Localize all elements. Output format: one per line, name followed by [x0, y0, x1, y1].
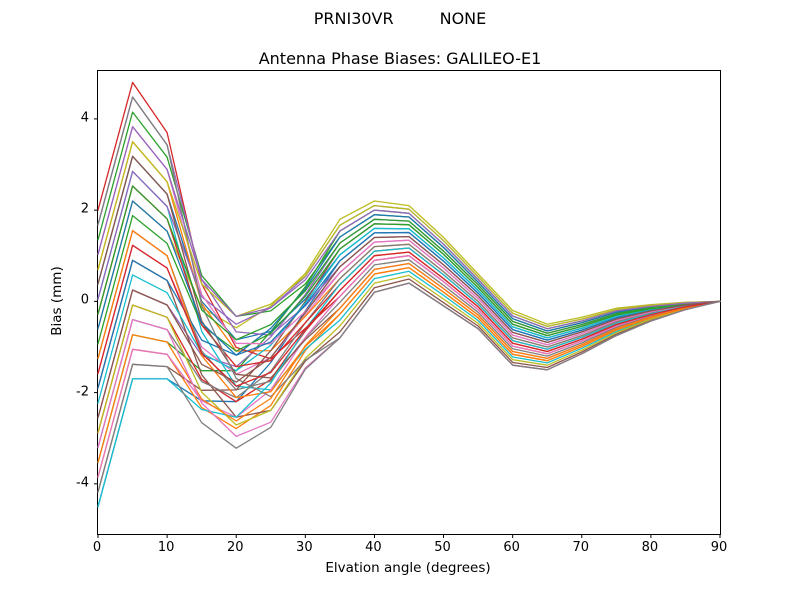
- series-line-31: [97, 200, 721, 356]
- series-line-34: [97, 244, 721, 387]
- series-line-32: [97, 262, 721, 464]
- suptitle-mode: NONE: [439, 9, 487, 28]
- y-tick-label: -4: [76, 475, 89, 491]
- series-line-15: [97, 96, 721, 344]
- series-line-19: [97, 274, 721, 434]
- y-tick-label: 4: [80, 110, 89, 126]
- x-tick-label: 70: [572, 540, 590, 555]
- y-tick-label: -2: [76, 384, 89, 400]
- x-tick-label: 40: [365, 540, 382, 555]
- series-line-25: [97, 170, 721, 328]
- series-line-29: [97, 141, 721, 328]
- y-tick-label: 0: [80, 292, 89, 308]
- series-line-33: [97, 185, 721, 341]
- series-line-10: [97, 170, 721, 391]
- series-line-17: [97, 255, 721, 478]
- series-line-38: [97, 282, 721, 493]
- x-tick-label: 90: [710, 540, 728, 555]
- x-tick-label: 10: [157, 540, 175, 555]
- line-chart: [94, 81, 721, 538]
- x-tick-label: 80: [641, 540, 659, 555]
- x-axis-label: Elvation angle (degrees): [325, 560, 491, 576]
- x-tick-label: 50: [434, 540, 451, 555]
- series-line-22: [97, 230, 721, 399]
- x-tick-label: 0: [92, 540, 102, 555]
- series-line-35: [97, 126, 721, 330]
- series-line-09: [97, 200, 721, 330]
- series-line-18: [97, 243, 721, 448]
- series-line-21: [97, 214, 721, 389]
- series-line-08: [97, 230, 721, 391]
- figure-suptitle: PRNI30VR NONE: [0, 9, 800, 28]
- x-tick-label: 20: [226, 540, 244, 555]
- series-line-27: [97, 126, 721, 346]
- chart-title: Antenna Phase Biases: GALILEO-E1: [258, 49, 542, 68]
- plot-area: [94, 70, 721, 538]
- x-tick-label: 30: [296, 540, 313, 555]
- x-tick-label: 60: [503, 540, 520, 555]
- suptitle-station-id: PRNI30VR: [313, 9, 394, 28]
- y-tick-label: 2: [80, 201, 89, 217]
- series-line-06: [97, 259, 721, 418]
- series-line-36: [97, 235, 721, 419]
- series-line-30: [97, 247, 721, 508]
